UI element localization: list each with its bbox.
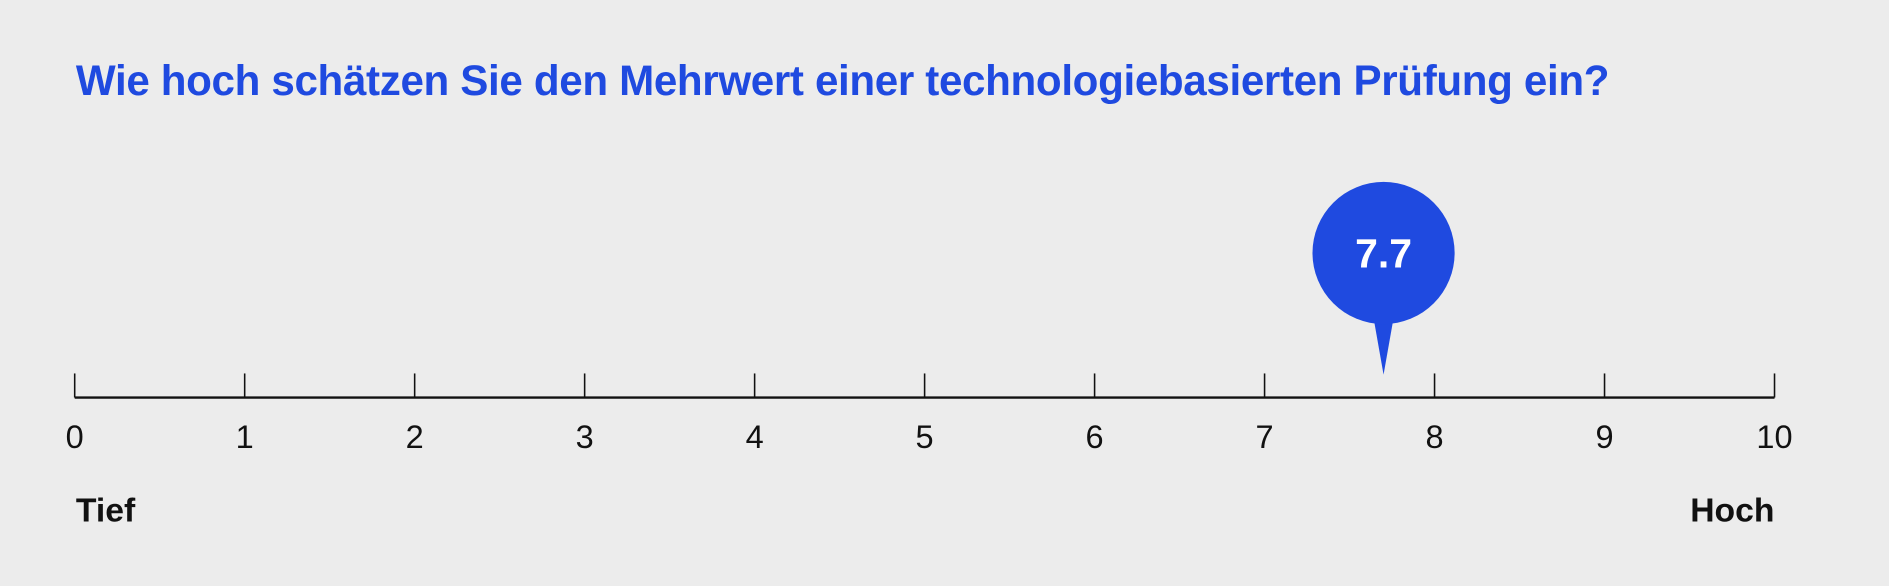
tick-label: 5 (916, 419, 934, 455)
marker-value-label: 7.7 (1355, 230, 1412, 276)
tick-label: 1 (236, 419, 254, 455)
low-label: Tief (75, 491, 136, 529)
tick-label: 9 (1595, 419, 1613, 455)
tick-label: 6 (1086, 419, 1104, 455)
high-label: Hoch (1690, 491, 1775, 529)
tick-label: 0 (66, 419, 84, 455)
tick-label: 4 (746, 419, 764, 455)
tick-label: 2 (406, 419, 424, 455)
chart-title: Wie hoch schätzen Sie den Mehrwert einer… (75, 57, 1610, 105)
tick-label: 7 (1256, 419, 1274, 455)
tick-label: 8 (1426, 419, 1444, 455)
marker-bubble (1312, 181, 1455, 325)
marker-pointer (1372, 313, 1395, 375)
tick-label: 3 (576, 419, 594, 455)
tick-label: 10 (1756, 419, 1792, 455)
